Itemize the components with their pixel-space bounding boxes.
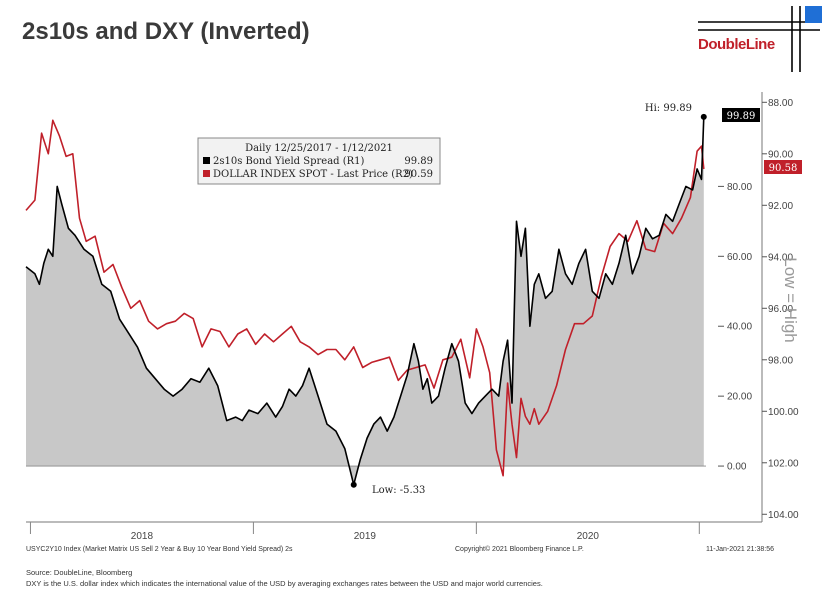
legend-swatch-spread xyxy=(203,157,210,164)
legend-series2-value: 90.59 xyxy=(404,169,433,180)
r2-tick-label: 104.00 xyxy=(768,510,799,521)
r1-tick-label: 20.00 xyxy=(727,392,752,403)
source-note: Source: DoubleLine, Bloomberg xyxy=(26,568,133,577)
r2-tick-label: 98.00 xyxy=(768,355,793,366)
dxy-line xyxy=(25,119,705,477)
legend-box xyxy=(197,137,441,185)
r2-tick-label: 88.00 xyxy=(768,98,793,109)
r2-tick-label: 100.00 xyxy=(768,407,799,418)
low-marker xyxy=(350,481,357,488)
spread-line xyxy=(25,116,705,486)
axis-note: Low = High xyxy=(781,257,800,343)
legend-series2: DOLLAR INDEX SPOT - Last Price (R2) xyxy=(213,169,413,180)
r2-tick-label: 96.00 xyxy=(768,304,793,315)
hi-annotation: Hi: 99.89 xyxy=(645,103,692,114)
r2-tick-label: 102.00 xyxy=(768,458,799,469)
low-annotation: Low: -5.33 xyxy=(372,485,425,496)
r1-tick-label: 0.00 xyxy=(727,462,747,473)
x-tick-label: 2018 xyxy=(131,531,154,542)
r2-tick-label: 94.00 xyxy=(768,252,793,263)
ticker-note: USYC2Y10 Index (Market Matrix US Sell 2 … xyxy=(26,546,293,553)
legend-series1-value: 99.89 xyxy=(404,156,433,167)
r1-tick-label: 40.00 xyxy=(727,322,752,333)
timestamp-note: 11-Jan-2021 21:38:56 xyxy=(706,546,774,553)
copyright-note: Copyright© 2021 Bloomberg Finance L.P. xyxy=(455,545,584,553)
high-marker xyxy=(700,113,707,120)
r1-tick-label: 60.00 xyxy=(727,252,752,263)
x-tick-label: 2020 xyxy=(577,531,600,542)
page-title: 2s10s and DXY (Inverted) xyxy=(22,18,310,45)
r2-tick-label: 90.00 xyxy=(768,149,793,160)
legend-swatch-dxy xyxy=(203,170,210,177)
legend-period: Daily 12/25/2017 - 1/12/2021 xyxy=(245,143,393,154)
spread-badge-value: 99.89 xyxy=(727,111,756,122)
brand-logo: DoubleLine xyxy=(698,36,775,53)
spread-area xyxy=(26,116,704,485)
legend: Daily 12/25/2017 - 1/12/2021 2s10s Bond … xyxy=(197,137,441,185)
dxy-badge xyxy=(764,160,802,174)
legend-series1: 2s10s Bond Yield Spread (R1) xyxy=(213,156,365,167)
dxy-badge-value: 90.58 xyxy=(769,163,798,174)
logo-lines xyxy=(698,6,822,72)
r1-tick-label: 80.00 xyxy=(727,182,752,193)
r2-tick-label: 92.00 xyxy=(768,201,793,212)
dxy-definition: DXY is the U.S. dollar index which indic… xyxy=(26,579,543,588)
x-tick-label: 2019 xyxy=(354,531,377,542)
spread-badge xyxy=(722,108,760,122)
